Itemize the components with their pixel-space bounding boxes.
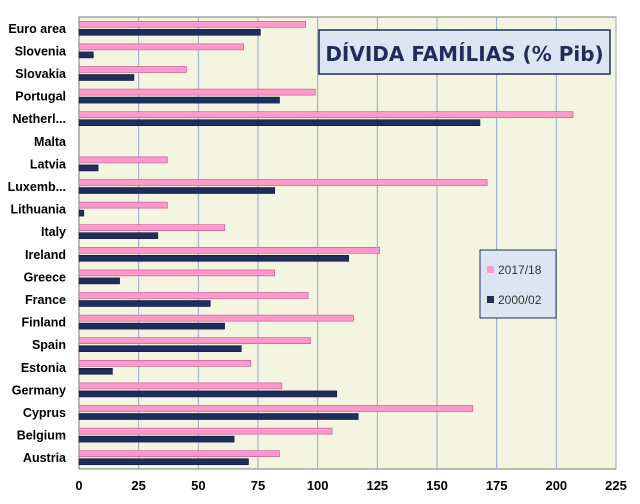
plot-area <box>78 16 617 470</box>
x-tick-label: 75 <box>251 478 265 493</box>
category-label: Finland <box>22 316 66 330</box>
bar-2017-18 <box>78 20 307 28</box>
bar-2017-18 <box>78 359 252 367</box>
bar-2017-18 <box>78 269 276 277</box>
bar-2000-02 <box>78 322 225 330</box>
bar-2017-18 <box>78 224 225 231</box>
bar-2000-02 <box>78 458 249 466</box>
legend-box <box>479 249 557 319</box>
bar-2017-18 <box>78 156 168 164</box>
category-label: Euro area <box>8 22 67 36</box>
bar-2000-02 <box>78 232 159 239</box>
legend: 2017/18 2000/02 <box>479 249 557 319</box>
bar-2017-18 <box>78 88 316 96</box>
bar-2017-18 <box>78 43 244 51</box>
bars <box>78 20 574 466</box>
category-label: Italy <box>41 225 66 239</box>
x-tick-label: 200 <box>545 478 567 493</box>
category-label: Latvia <box>30 157 67 171</box>
bar-2017-18 <box>78 337 311 345</box>
bar-2017-18 <box>78 247 381 254</box>
chart-title: DÍVIDA FAMÍLIAS (% Pib) <box>325 42 603 66</box>
category-labels: Euro area Slovenia Slovakia Portugal Netherl… <box>8 22 67 465</box>
category-label: Ireland <box>25 248 66 262</box>
bar-2000-02 <box>78 74 135 81</box>
bar-2017-18 <box>78 292 309 299</box>
bar-2000-02 <box>78 277 120 285</box>
bar-2000-02 <box>78 28 261 36</box>
bar-2000-02 <box>78 435 235 443</box>
bar-2017-18 <box>78 314 354 322</box>
x-tick-label: 100 <box>307 478 329 493</box>
bar-2017-18 <box>78 382 283 390</box>
category-label: Portugal <box>15 90 66 104</box>
category-label: Spain <box>32 338 66 352</box>
bar-2000-02 <box>78 119 481 126</box>
bar-2017-18 <box>78 405 474 412</box>
category-label: France <box>25 293 66 307</box>
x-tick-label: 0 <box>75 478 82 493</box>
bar-2017-18 <box>78 201 168 209</box>
x-tick-label: 175 <box>486 478 508 493</box>
bar-2000-02 <box>78 209 85 217</box>
category-label: Slovenia <box>15 44 67 58</box>
legend-swatch-2000-02 <box>487 296 494 303</box>
category-label: Lithuania <box>10 203 67 217</box>
bar-2000-02 <box>78 255 349 262</box>
category-label: Cyprus <box>23 406 66 420</box>
legend-swatch-2017-18 <box>487 266 494 273</box>
bar-2000-02 <box>78 96 280 104</box>
bar-2000-02 <box>78 390 338 398</box>
bar-2000-02 <box>78 300 211 307</box>
category-label: Slovakia <box>15 67 67 81</box>
x-tick-label: 25 <box>131 478 145 493</box>
category-label: Belgium <box>17 429 66 443</box>
bar-2000-02 <box>78 367 113 375</box>
category-label: Malta <box>34 135 67 149</box>
x-tick-label: 125 <box>366 478 388 493</box>
bar-2017-18 <box>78 427 333 435</box>
bar-2000-02 <box>78 345 242 353</box>
bar-2000-02 <box>78 187 276 194</box>
legend-label-2017-18: 2017/18 <box>498 263 542 277</box>
x-tick-label: 50 <box>191 478 205 493</box>
x-tick-labels: 0 25 50 75 100 125 150 175 200 225 <box>75 478 626 493</box>
x-tick-label: 150 <box>426 478 448 493</box>
category-label: Greece <box>24 270 66 284</box>
bar-2000-02 <box>78 413 359 420</box>
x-tick-label: 225 <box>605 478 627 493</box>
bar-2017-18 <box>78 450 280 458</box>
legend-label-2000-02: 2000/02 <box>498 293 542 307</box>
category-label: Luxemb... <box>8 180 66 194</box>
category-label: Germany <box>12 383 66 397</box>
bar-2017-18 <box>78 111 574 118</box>
category-label: Netherl... <box>13 112 67 126</box>
category-label: Austria <box>23 451 67 465</box>
bar-2000-02 <box>78 51 94 59</box>
bar-2000-02 <box>78 164 99 172</box>
category-label: Estonia <box>21 361 67 375</box>
bar-2017-18 <box>78 179 488 186</box>
chart-title-box: DÍVIDA FAMÍLIAS (% Pib) <box>318 29 611 75</box>
bar-2017-18 <box>78 66 187 73</box>
